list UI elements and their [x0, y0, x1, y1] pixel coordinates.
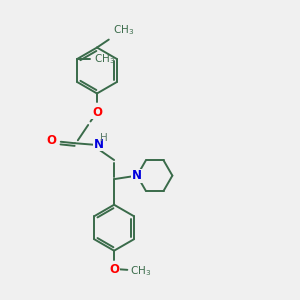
Text: N: N [94, 138, 103, 151]
Text: O: O [109, 263, 119, 276]
Text: CH$_3$: CH$_3$ [113, 23, 134, 37]
Text: H: H [100, 133, 108, 143]
Text: O: O [92, 106, 102, 119]
Text: CH$_3$: CH$_3$ [130, 264, 152, 278]
Text: O: O [47, 134, 57, 147]
Text: O: O [92, 106, 102, 119]
Text: CH$_3$: CH$_3$ [94, 52, 115, 66]
Text: N: N [132, 169, 142, 182]
